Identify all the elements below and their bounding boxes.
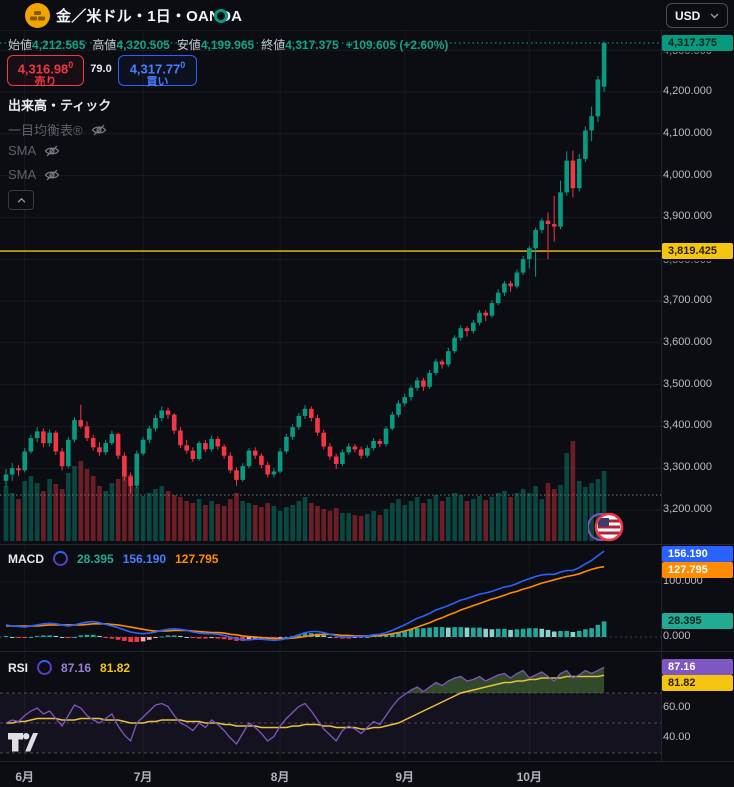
price-axis-badge: 4,317.375 (662, 34, 733, 51)
chevron-up-icon (17, 197, 25, 203)
collapse-legend-button[interactable] (8, 190, 34, 210)
buy-button-label: 買い (146, 76, 169, 89)
price-axis-label-clipped: 4,300.000 (663, 52, 733, 59)
close-label: 終値 (261, 38, 286, 52)
price-axis-label: 4,000.000 (663, 168, 712, 181)
gold-symbol-icon (25, 3, 50, 28)
macd-label: MACD (8, 551, 44, 566)
rsi-label: RSI (8, 660, 29, 675)
time-axis[interactable]: 6月 7月 8月 9月 10月 (0, 762, 734, 787)
price-axis-separator[interactable] (661, 30, 662, 761)
ichimoku-indicator-label: 一目均衡表® (8, 123, 83, 138)
price-axis-badge: 28.395 (662, 613, 733, 630)
open-label: 始値 (8, 38, 33, 52)
rsi-pane[interactable] (0, 652, 662, 760)
price-axis-label: 60.00 (663, 701, 691, 713)
price-axis-label: 40.00 (663, 731, 691, 743)
currency-select-value: USD (675, 8, 701, 23)
macd-pane[interactable] (0, 545, 662, 650)
eye-off-icon[interactable] (44, 144, 60, 158)
sell-button[interactable]: 4,316.980 売り (7, 55, 84, 89)
price-axis-label: 3,200.000 (663, 503, 712, 515)
price-axis-badge: 81.82 (662, 675, 733, 692)
price-axis-badge: 87.16 (662, 659, 733, 676)
close-value: 4,317.375 (285, 38, 339, 52)
chart-header: 金／米ドル・1日・OANDA USD (0, 0, 728, 30)
rsi-ma-value: 81.82 (100, 660, 131, 675)
legend-volume[interactable]: 出来高・ティック (8, 95, 111, 114)
eye-off-icon[interactable] (44, 168, 60, 182)
price-axis-label: 3,500.000 (663, 377, 712, 390)
price-axis-badge: 127.795 (662, 562, 733, 578)
sma1-indicator-label: SMA (8, 143, 37, 158)
candlestick-chart[interactable] (0, 30, 662, 543)
ohlc-row: 始値4,212.565 高値4,320.505 安値4,199.965 終値4,317… (8, 36, 448, 53)
macd-legend-row[interactable]: MACD 28.395 156.190 127.795 (8, 551, 218, 566)
sell-button-label: 売り (34, 76, 57, 89)
price-axis-label-clipped: 3,800.000 (663, 261, 733, 268)
macd-line-value: 156.190 (122, 551, 167, 566)
price-axis-badge: 3,819.425 (662, 243, 733, 260)
pane-separator[interactable] (0, 544, 734, 545)
price-axis-label: 3,700.000 (663, 294, 712, 306)
spread-value: 79.0 (90, 63, 112, 75)
tradingview-logo (8, 733, 38, 752)
legend-sma2[interactable]: SMA (8, 167, 60, 182)
sma2-indicator-label: SMA (8, 167, 37, 182)
rsi-legend-row[interactable]: RSI 87.16 81.82 (8, 660, 130, 675)
eye-off-icon[interactable] (91, 123, 107, 137)
price-axis-label: 4,200.000 (663, 85, 712, 97)
price-axis-label: 0.000 (663, 630, 691, 642)
rsi-line-value: 87.16 (61, 660, 92, 675)
price-axis-label: 3,600.000 (663, 335, 712, 348)
buy-button[interactable]: 4,317.770 買い (118, 55, 197, 89)
price-axis-label: 4,100.000 (663, 126, 712, 139)
price-axis-label: 3,900.000 (663, 210, 712, 223)
open-value: 4,212.565 (32, 38, 86, 52)
header-separator (0, 30, 734, 31)
time-axis-label: 9月 (395, 770, 415, 784)
pane-separator[interactable] (0, 651, 734, 652)
time-axis-label: 6月 (15, 770, 35, 784)
price-axis-label: 3,400.000 (663, 419, 712, 432)
high-label: 高値 (92, 38, 117, 52)
chevron-down-icon (710, 13, 719, 18)
legend-ichimoku[interactable]: 一目均衡表® (8, 120, 107, 139)
volume-indicator-label: 出来高・ティック (8, 98, 112, 113)
loading-spinner-icon (37, 660, 53, 675)
legend-sma1[interactable]: SMA (8, 143, 60, 158)
price-axis-label: 3,300.000 (663, 461, 712, 474)
time-axis-label: 7月 (133, 770, 153, 784)
low-value: 4,199.965 (200, 38, 255, 52)
macd-hist-value: 28.395 (77, 551, 114, 566)
symbol-title[interactable]: 金／米ドル・1日・OANDA (56, 8, 243, 25)
low-label: 安値 (176, 38, 201, 52)
change-value: +109.605 (+2.60%) (345, 38, 449, 52)
market-status-dot[interactable] (214, 9, 228, 23)
price-axis-label: 100.000 (663, 575, 703, 587)
time-axis-label: 10月 (516, 770, 542, 784)
high-value: 4,320.505 (116, 38, 170, 52)
loading-spinner-icon (53, 551, 68, 566)
currency-select[interactable]: USD (666, 3, 728, 28)
time-axis-label: 8月 (270, 770, 290, 784)
price-axis-badge: 156.190 (662, 546, 733, 562)
us-flag-event-icon[interactable] (587, 507, 626, 545)
pane-separator (0, 761, 734, 762)
macd-signal-value: 127.795 (175, 551, 219, 566)
